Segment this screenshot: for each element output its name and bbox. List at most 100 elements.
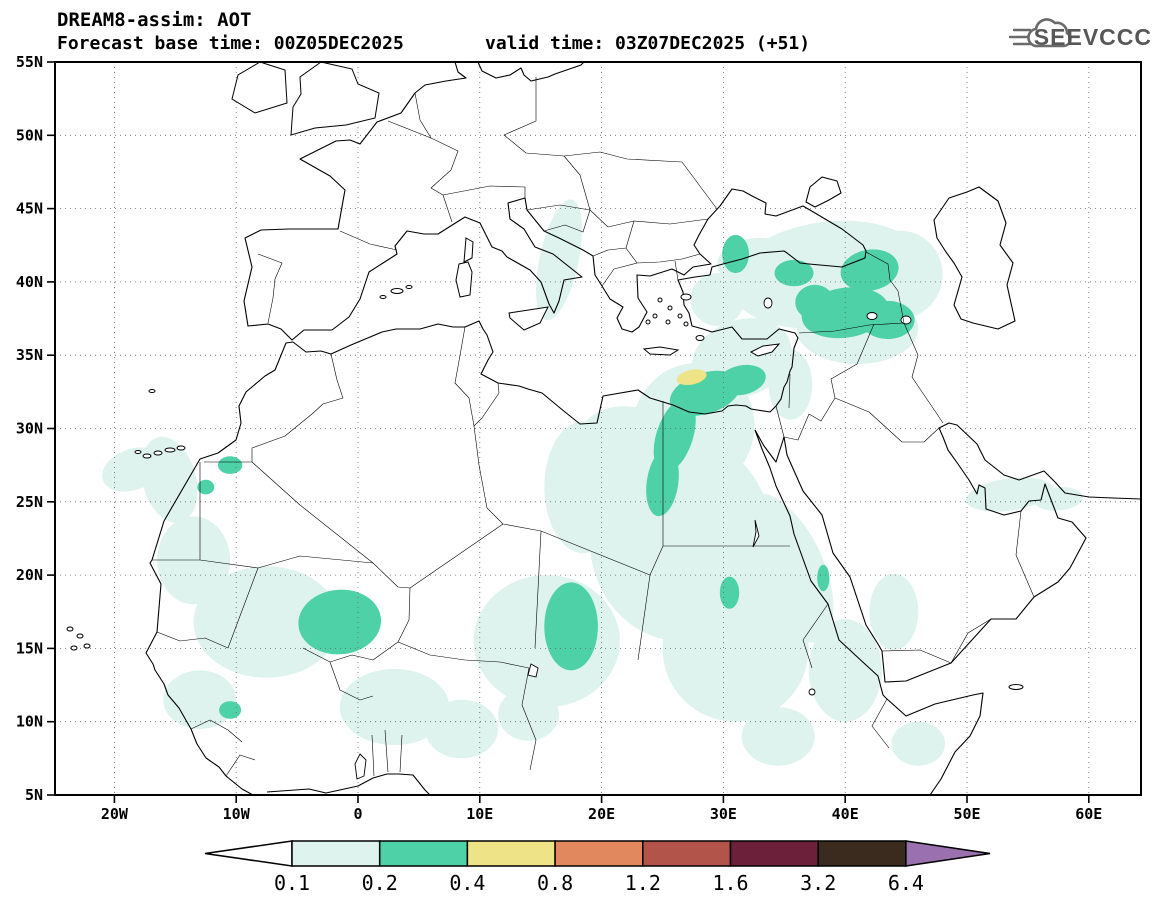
island-cape-verde bbox=[70, 645, 78, 651]
graticule bbox=[55, 62, 1141, 795]
aot-patch-level-2 bbox=[722, 234, 749, 274]
legend-segment bbox=[291, 840, 381, 867]
island-canary bbox=[134, 450, 142, 454]
island-mallorca bbox=[390, 288, 404, 294]
island-aegean bbox=[657, 297, 663, 303]
island-aegean bbox=[667, 305, 673, 311]
lat-tick-label: 20N bbox=[16, 566, 43, 584]
coastline-arabia-gulf bbox=[754, 422, 1141, 683]
aot-patch-level-1 bbox=[768, 349, 813, 420]
island-corsica bbox=[463, 237, 474, 263]
aot-patch-level-1 bbox=[891, 721, 946, 766]
lat-tick-label: 45N bbox=[16, 200, 43, 218]
island-canary bbox=[176, 445, 186, 451]
legend-value-label: 6.4 bbox=[888, 871, 924, 895]
aot-patch-level-1 bbox=[157, 516, 231, 605]
legend-segment bbox=[378, 840, 469, 867]
aot-patch-level-3 bbox=[676, 369, 707, 386]
country-borders-europe bbox=[257, 77, 718, 324]
island-aegean bbox=[652, 313, 658, 319]
aot-patch-level-1 bbox=[869, 573, 919, 650]
lon-tick-label: 60E bbox=[1075, 805, 1102, 823]
forecast-base-time: Forecast base time: 00Z05DEC2025 bbox=[57, 33, 404, 54]
aot-patch-level-1 bbox=[339, 668, 450, 746]
lat-tick-label: 55N bbox=[16, 53, 43, 71]
aot-shaded-field bbox=[102, 199, 1083, 766]
lake-tana bbox=[808, 688, 816, 696]
aot-patch-level-1 bbox=[966, 477, 1054, 512]
island-cape-verde bbox=[66, 626, 74, 632]
lon-tick-label: 0 bbox=[353, 805, 362, 823]
lon-tick-label: 10W bbox=[223, 805, 251, 823]
lat-tick-label: 35N bbox=[16, 346, 43, 364]
logo-text: SEEVCCC bbox=[1034, 24, 1152, 50]
legend-value-label: 0.1 bbox=[274, 871, 310, 895]
aot-patch-level-2 bbox=[817, 564, 830, 592]
lon-tick-label: 20E bbox=[588, 805, 615, 823]
island-rhodes bbox=[695, 335, 705, 341]
country-borders-mideast bbox=[775, 251, 1035, 664]
lon-tick-label: 10E bbox=[466, 805, 493, 823]
legend-value-label: 0.2 bbox=[362, 871, 398, 895]
lat-tick-label: 40N bbox=[16, 273, 43, 291]
island-aegean bbox=[665, 319, 671, 325]
coastline-caspian-sea bbox=[933, 186, 1016, 330]
legend-value-label: 3.2 bbox=[800, 871, 836, 895]
island-great-britain bbox=[290, 62, 380, 136]
aot-patch-level-2 bbox=[717, 364, 766, 396]
aot-patch-level-1 bbox=[536, 199, 582, 321]
island-canary bbox=[153, 450, 163, 456]
coastline-gulf-of-guinea bbox=[266, 773, 431, 795]
lake-urmia bbox=[900, 315, 912, 325]
coastline-europe-africa bbox=[145, 62, 867, 795]
legend-value-label: 1.2 bbox=[625, 871, 661, 895]
lon-tick-label: 20W bbox=[101, 805, 129, 823]
aot-patch-level-2 bbox=[197, 479, 215, 495]
legend-arrow-below-min bbox=[204, 840, 293, 867]
aot-patch-level-1 bbox=[735, 492, 834, 643]
island-aegean bbox=[683, 321, 689, 327]
island-cyprus bbox=[749, 343, 781, 357]
legend-value-label: 1.6 bbox=[712, 871, 748, 895]
lake-volta bbox=[354, 753, 367, 780]
lon-tick-label: 40E bbox=[832, 805, 859, 823]
legend-value-label: 0.8 bbox=[537, 871, 573, 895]
lake-van bbox=[866, 312, 878, 320]
lat-tick-label: 15N bbox=[16, 639, 43, 657]
island-madeira bbox=[148, 389, 156, 393]
island-ireland bbox=[231, 62, 288, 114]
aot-patch-level-1 bbox=[425, 699, 498, 759]
aot-patch-level-2 bbox=[840, 249, 899, 292]
island-sardinia bbox=[455, 261, 473, 298]
aot-patch-level-1 bbox=[808, 619, 882, 722]
lon-tick-label: 30E bbox=[710, 805, 737, 823]
lat-tick-label: 50N bbox=[16, 126, 43, 144]
island-sicily bbox=[508, 306, 549, 331]
island-socotra bbox=[1008, 684, 1024, 690]
aot-patch-level-1 bbox=[1033, 487, 1083, 511]
lat-tick-label: 30N bbox=[16, 420, 43, 438]
aot-patch-level-1 bbox=[498, 688, 559, 741]
basemap bbox=[66, 62, 1141, 795]
aot-patch-level-1 bbox=[193, 566, 340, 678]
lat-tick-label: 25N bbox=[16, 493, 43, 511]
legend-segment bbox=[466, 840, 556, 867]
legend-value-label: 0.4 bbox=[449, 871, 485, 895]
aot-patch-level-1 bbox=[544, 421, 623, 554]
aot-patch-level-2 bbox=[861, 300, 915, 340]
page-title: DREAM8-assim: AOT bbox=[57, 9, 251, 31]
island-menorca bbox=[405, 285, 413, 289]
legend-arrow-above-max bbox=[905, 840, 991, 867]
island-aegean bbox=[677, 313, 683, 319]
aot-patch-level-1 bbox=[690, 273, 745, 326]
island-crete bbox=[642, 346, 680, 356]
island-canary bbox=[164, 447, 176, 453]
coastline-baltic bbox=[477, 62, 585, 82]
lat-tick-label: 10N bbox=[16, 713, 43, 731]
aot-patch-level-2 bbox=[298, 589, 382, 655]
lake-chad bbox=[527, 663, 539, 678]
lake-nasser bbox=[752, 519, 760, 548]
legend-segment bbox=[642, 840, 732, 867]
